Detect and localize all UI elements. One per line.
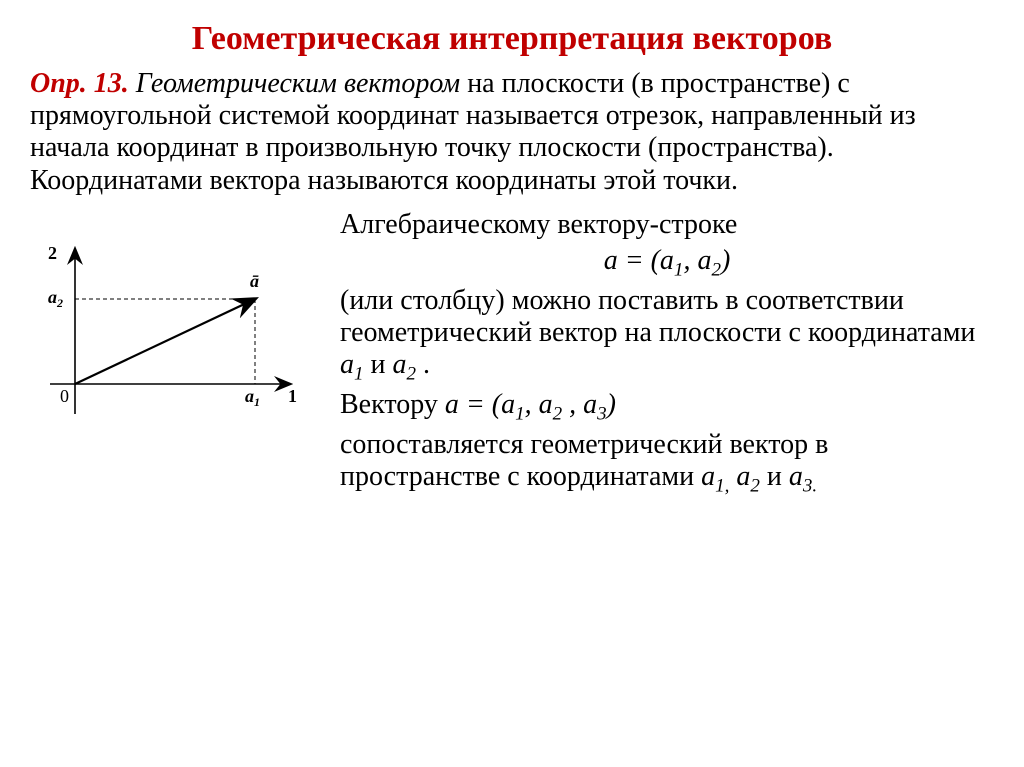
- definition-prefix: Опр. 13.: [30, 68, 129, 99]
- l3-pre: Вектору: [340, 389, 445, 420]
- label-one: 1: [288, 386, 297, 406]
- l2-s2: 2: [407, 363, 417, 384]
- l2-s1: 1: [354, 363, 364, 384]
- f1-s2: 2: [711, 259, 721, 280]
- vector-line: [75, 299, 255, 384]
- f1-s1: 1: [674, 259, 684, 280]
- l3-c1: ,: [525, 389, 539, 420]
- l4-s1: 1,: [715, 476, 729, 497]
- l4-a3: a: [789, 461, 803, 492]
- l4-s3: 3.: [803, 476, 817, 497]
- f1-close: ): [721, 245, 730, 276]
- l3-s3: 3: [597, 404, 607, 425]
- l3-s2: 2: [553, 404, 563, 425]
- l2-and: и: [364, 349, 393, 380]
- body-line1: Алгебраическому вектору-строке: [340, 209, 994, 241]
- formula-1: a = (a1, a2): [340, 245, 994, 281]
- diagram-column: 0 2 1 a2 a1 ā: [30, 209, 330, 444]
- l4-a2: a: [736, 461, 750, 492]
- label-a2: a2: [48, 287, 63, 310]
- l2-a2: a: [393, 349, 407, 380]
- label-two: 2: [48, 243, 57, 263]
- l3-a1: a: [501, 389, 515, 420]
- f1-a: a: [604, 245, 618, 276]
- l3-close: ): [607, 389, 616, 420]
- slide-title: Геометрическая интерпретация векторов: [30, 20, 994, 58]
- body-line3: Вектору a = (a1, a2 , a3): [340, 389, 994, 425]
- f1-a2: a: [697, 245, 711, 276]
- label-vec: ā: [250, 271, 259, 291]
- l3-a2: a: [539, 389, 553, 420]
- label-a1: a1: [245, 386, 260, 409]
- vector-diagram: 0 2 1 a2 a1 ā: [30, 239, 310, 439]
- f1-a1: a: [660, 245, 674, 276]
- l4-a1: a: [701, 461, 715, 492]
- l4-s2: 2: [750, 476, 760, 497]
- l2-text: (или столбцу) можно поставить в соответс…: [340, 285, 975, 348]
- body-line4: сопоставляется геометрический вектор в п…: [340, 429, 994, 497]
- f1-c: ,: [683, 245, 697, 276]
- l3-a: a: [445, 389, 459, 420]
- l4-and: и: [760, 461, 789, 492]
- body-line2: (или столбцу) можно поставить в соответс…: [340, 285, 994, 385]
- l2-end: .: [416, 349, 430, 380]
- l2-a1: a: [340, 349, 354, 380]
- f1-eq: = (: [618, 245, 660, 276]
- l3-s1: 1: [515, 404, 525, 425]
- definition-term: Геометрическим вектором: [136, 68, 460, 99]
- l3-a3: a: [583, 389, 597, 420]
- label-origin: 0: [60, 386, 69, 406]
- content-row: 0 2 1 a2 a1 ā Алгебраическому вектору-ст…: [30, 209, 994, 502]
- l3-c2: ,: [562, 389, 583, 420]
- definition-paragraph: Опр. 13. Геометрическим вектором на плос…: [30, 68, 994, 197]
- text-column: Алгебраическому вектору-строке a = (a1, …: [340, 209, 994, 502]
- l3-eq: = (: [459, 389, 501, 420]
